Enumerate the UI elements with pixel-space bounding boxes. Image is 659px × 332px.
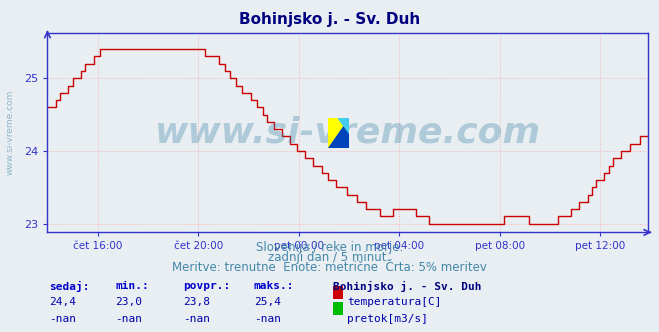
Text: 25,4: 25,4 <box>254 297 281 307</box>
Text: www.si-vreme.com: www.si-vreme.com <box>5 90 14 176</box>
Text: -nan: -nan <box>49 314 76 324</box>
Text: Meritve: trenutne  Enote: metrične  Črta: 5% meritev: Meritve: trenutne Enote: metrične Črta: … <box>172 261 487 274</box>
Text: sedaj:: sedaj: <box>49 281 90 291</box>
Text: Slovenija / reke in morje.: Slovenija / reke in morje. <box>256 241 403 254</box>
Polygon shape <box>328 118 349 148</box>
Text: zadnji dan / 5 minut.: zadnji dan / 5 minut. <box>268 251 391 264</box>
Text: temperatura[C]: temperatura[C] <box>347 297 442 307</box>
Text: Bohinjsko j. - Sv. Duh: Bohinjsko j. - Sv. Duh <box>333 281 481 291</box>
Polygon shape <box>328 118 349 148</box>
Text: 23,0: 23,0 <box>115 297 142 307</box>
Text: pretok[m3/s]: pretok[m3/s] <box>347 314 428 324</box>
Text: 24,4: 24,4 <box>49 297 76 307</box>
Text: povpr.:: povpr.: <box>183 281 231 290</box>
Polygon shape <box>338 118 349 133</box>
Text: -nan: -nan <box>254 314 281 324</box>
Text: maks.:: maks.: <box>254 281 294 290</box>
Text: 23,8: 23,8 <box>183 297 210 307</box>
Text: www.si-vreme.com: www.si-vreme.com <box>155 116 541 150</box>
Text: -nan: -nan <box>115 314 142 324</box>
Text: -nan: -nan <box>183 314 210 324</box>
Text: min.:: min.: <box>115 281 149 290</box>
Text: Bohinjsko j. - Sv. Duh: Bohinjsko j. - Sv. Duh <box>239 12 420 27</box>
